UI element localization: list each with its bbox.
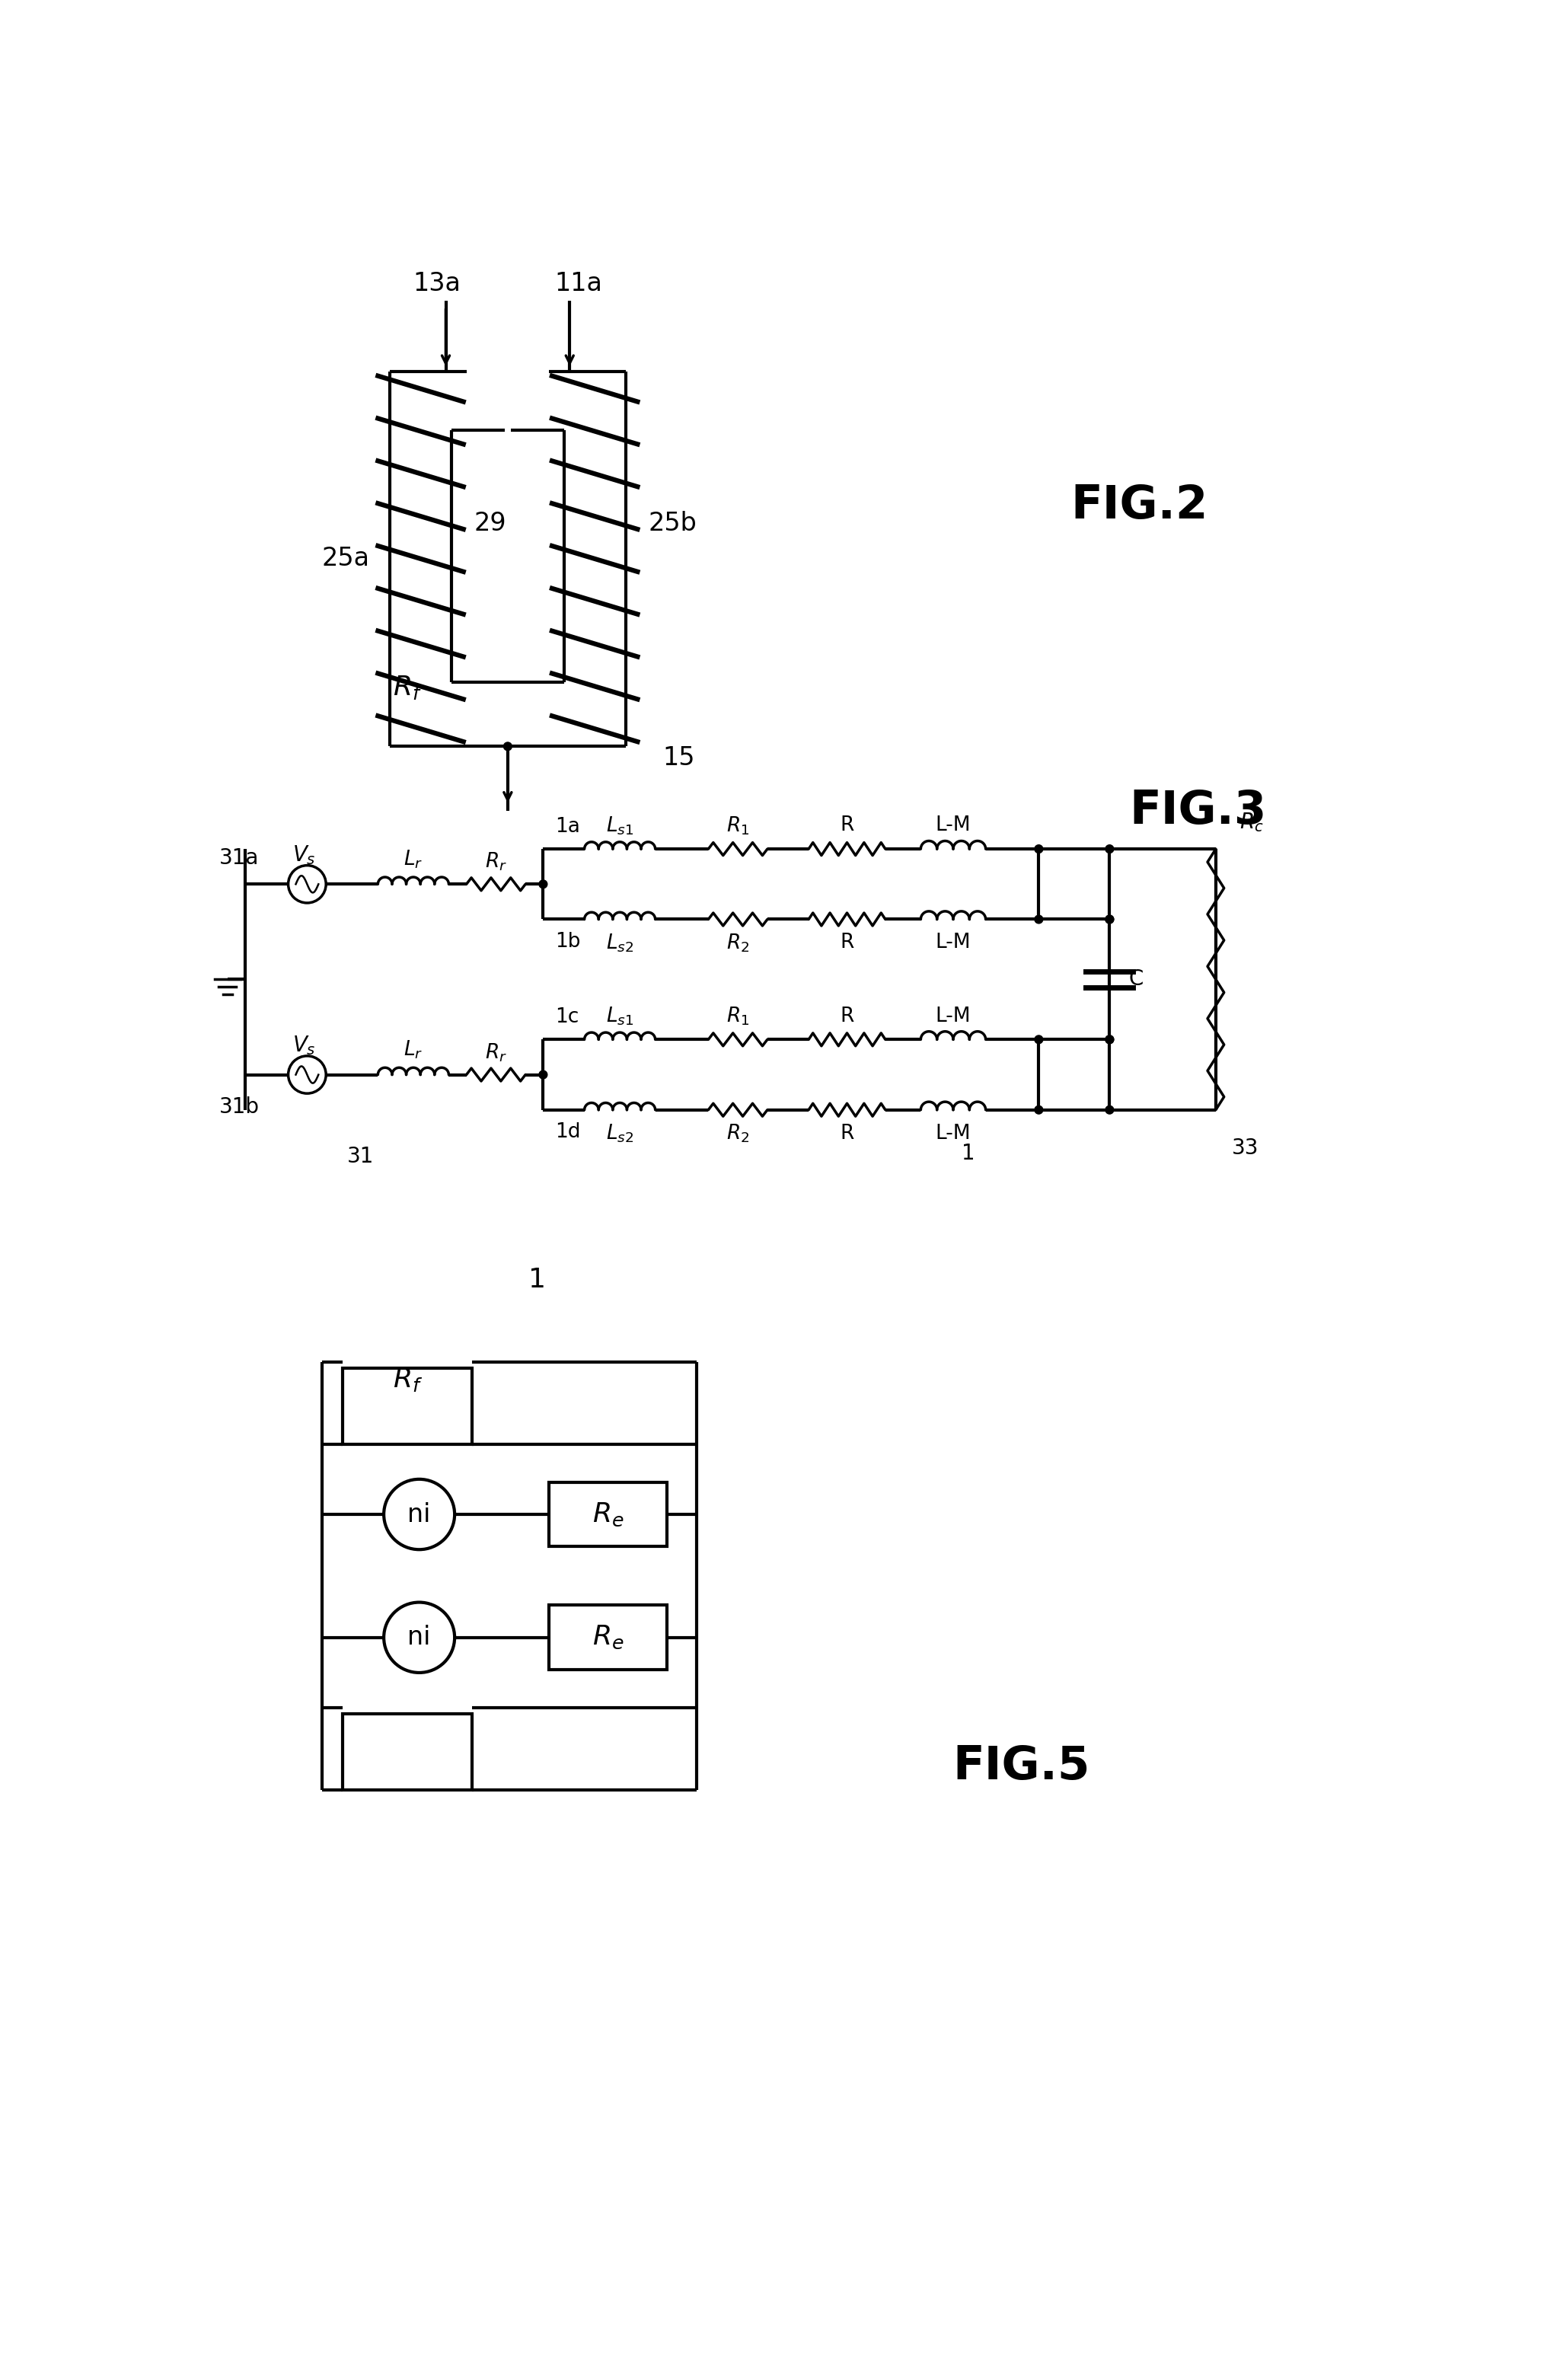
Text: 25b: 25b (649, 512, 697, 536)
Circle shape (540, 1071, 548, 1078)
Text: C: C (1129, 969, 1143, 990)
Circle shape (504, 743, 512, 750)
Circle shape (540, 881, 548, 888)
Bar (549, 1483, 668, 1547)
Text: FIG.3: FIG.3 (1129, 788, 1267, 833)
Text: $R_1$: $R_1$ (727, 1004, 749, 1026)
Text: 1: 1 (961, 1142, 975, 1164)
Circle shape (1034, 916, 1044, 923)
Text: R: R (839, 1123, 853, 1142)
Text: 33: 33 (1232, 1138, 1259, 1159)
Text: $R_e$: $R_e$ (593, 1502, 624, 1528)
Text: FIG.2: FIG.2 (1070, 483, 1207, 528)
Bar (343, 1714, 473, 1790)
Text: 1d: 1d (555, 1123, 580, 1142)
Circle shape (1106, 1035, 1114, 1042)
Circle shape (1034, 1035, 1044, 1042)
Text: $L_r$: $L_r$ (404, 850, 423, 871)
Text: $R_e$: $R_e$ (593, 1623, 624, 1652)
Text: L-M: L-M (936, 1007, 970, 1026)
Text: 13a: 13a (413, 271, 460, 295)
Text: $R_f$: $R_f$ (393, 1366, 423, 1392)
Text: R: R (839, 1007, 853, 1026)
Text: $L_{s1}$: $L_{s1}$ (605, 814, 633, 835)
Text: 25a: 25a (321, 547, 370, 571)
Text: R: R (839, 933, 853, 952)
Text: L-M: L-M (936, 1123, 970, 1142)
Circle shape (1106, 916, 1114, 923)
Text: $L_r$: $L_r$ (404, 1040, 423, 1061)
Text: L-M: L-M (936, 933, 970, 952)
Bar (549, 1604, 668, 1671)
Text: ni: ni (407, 1626, 431, 1649)
Text: 31: 31 (346, 1147, 374, 1169)
Text: L-M: L-M (936, 816, 970, 835)
Text: $R_r$: $R_r$ (485, 852, 507, 873)
Text: 1b: 1b (555, 931, 580, 952)
Text: $L_{s1}$: $L_{s1}$ (605, 1004, 633, 1026)
Text: $L_{s2}$: $L_{s2}$ (605, 1123, 633, 1145)
Circle shape (1106, 1035, 1114, 1042)
Text: FIG.5: FIG.5 (953, 1745, 1090, 1790)
Text: 15: 15 (663, 745, 696, 771)
Text: $R_c$: $R_c$ (1239, 812, 1264, 833)
Text: R: R (839, 816, 853, 835)
Text: 1c: 1c (555, 1007, 579, 1028)
Text: 1a: 1a (555, 816, 580, 838)
Text: $R_2$: $R_2$ (727, 1123, 749, 1145)
Text: $R_r$: $R_r$ (485, 1042, 507, 1064)
Text: $R_1$: $R_1$ (727, 814, 749, 835)
Text: 1: 1 (529, 1266, 546, 1292)
Text: 11a: 11a (555, 271, 602, 295)
Circle shape (1034, 1107, 1044, 1114)
Text: $L_{s2}$: $L_{s2}$ (605, 933, 633, 954)
Text: $V_s$: $V_s$ (292, 1033, 315, 1057)
Text: 31b: 31b (218, 1097, 259, 1119)
Bar (343, 1368, 473, 1445)
Circle shape (1106, 1107, 1114, 1114)
Text: 31a: 31a (220, 847, 259, 869)
Text: ni: ni (407, 1502, 431, 1528)
Text: $R_2$: $R_2$ (727, 933, 749, 954)
Circle shape (1034, 845, 1044, 852)
Circle shape (1106, 845, 1114, 852)
Text: $V_s$: $V_s$ (292, 843, 315, 866)
Text: 29: 29 (474, 512, 507, 536)
Text: $R_f$: $R_f$ (393, 674, 423, 702)
Circle shape (1106, 916, 1114, 923)
